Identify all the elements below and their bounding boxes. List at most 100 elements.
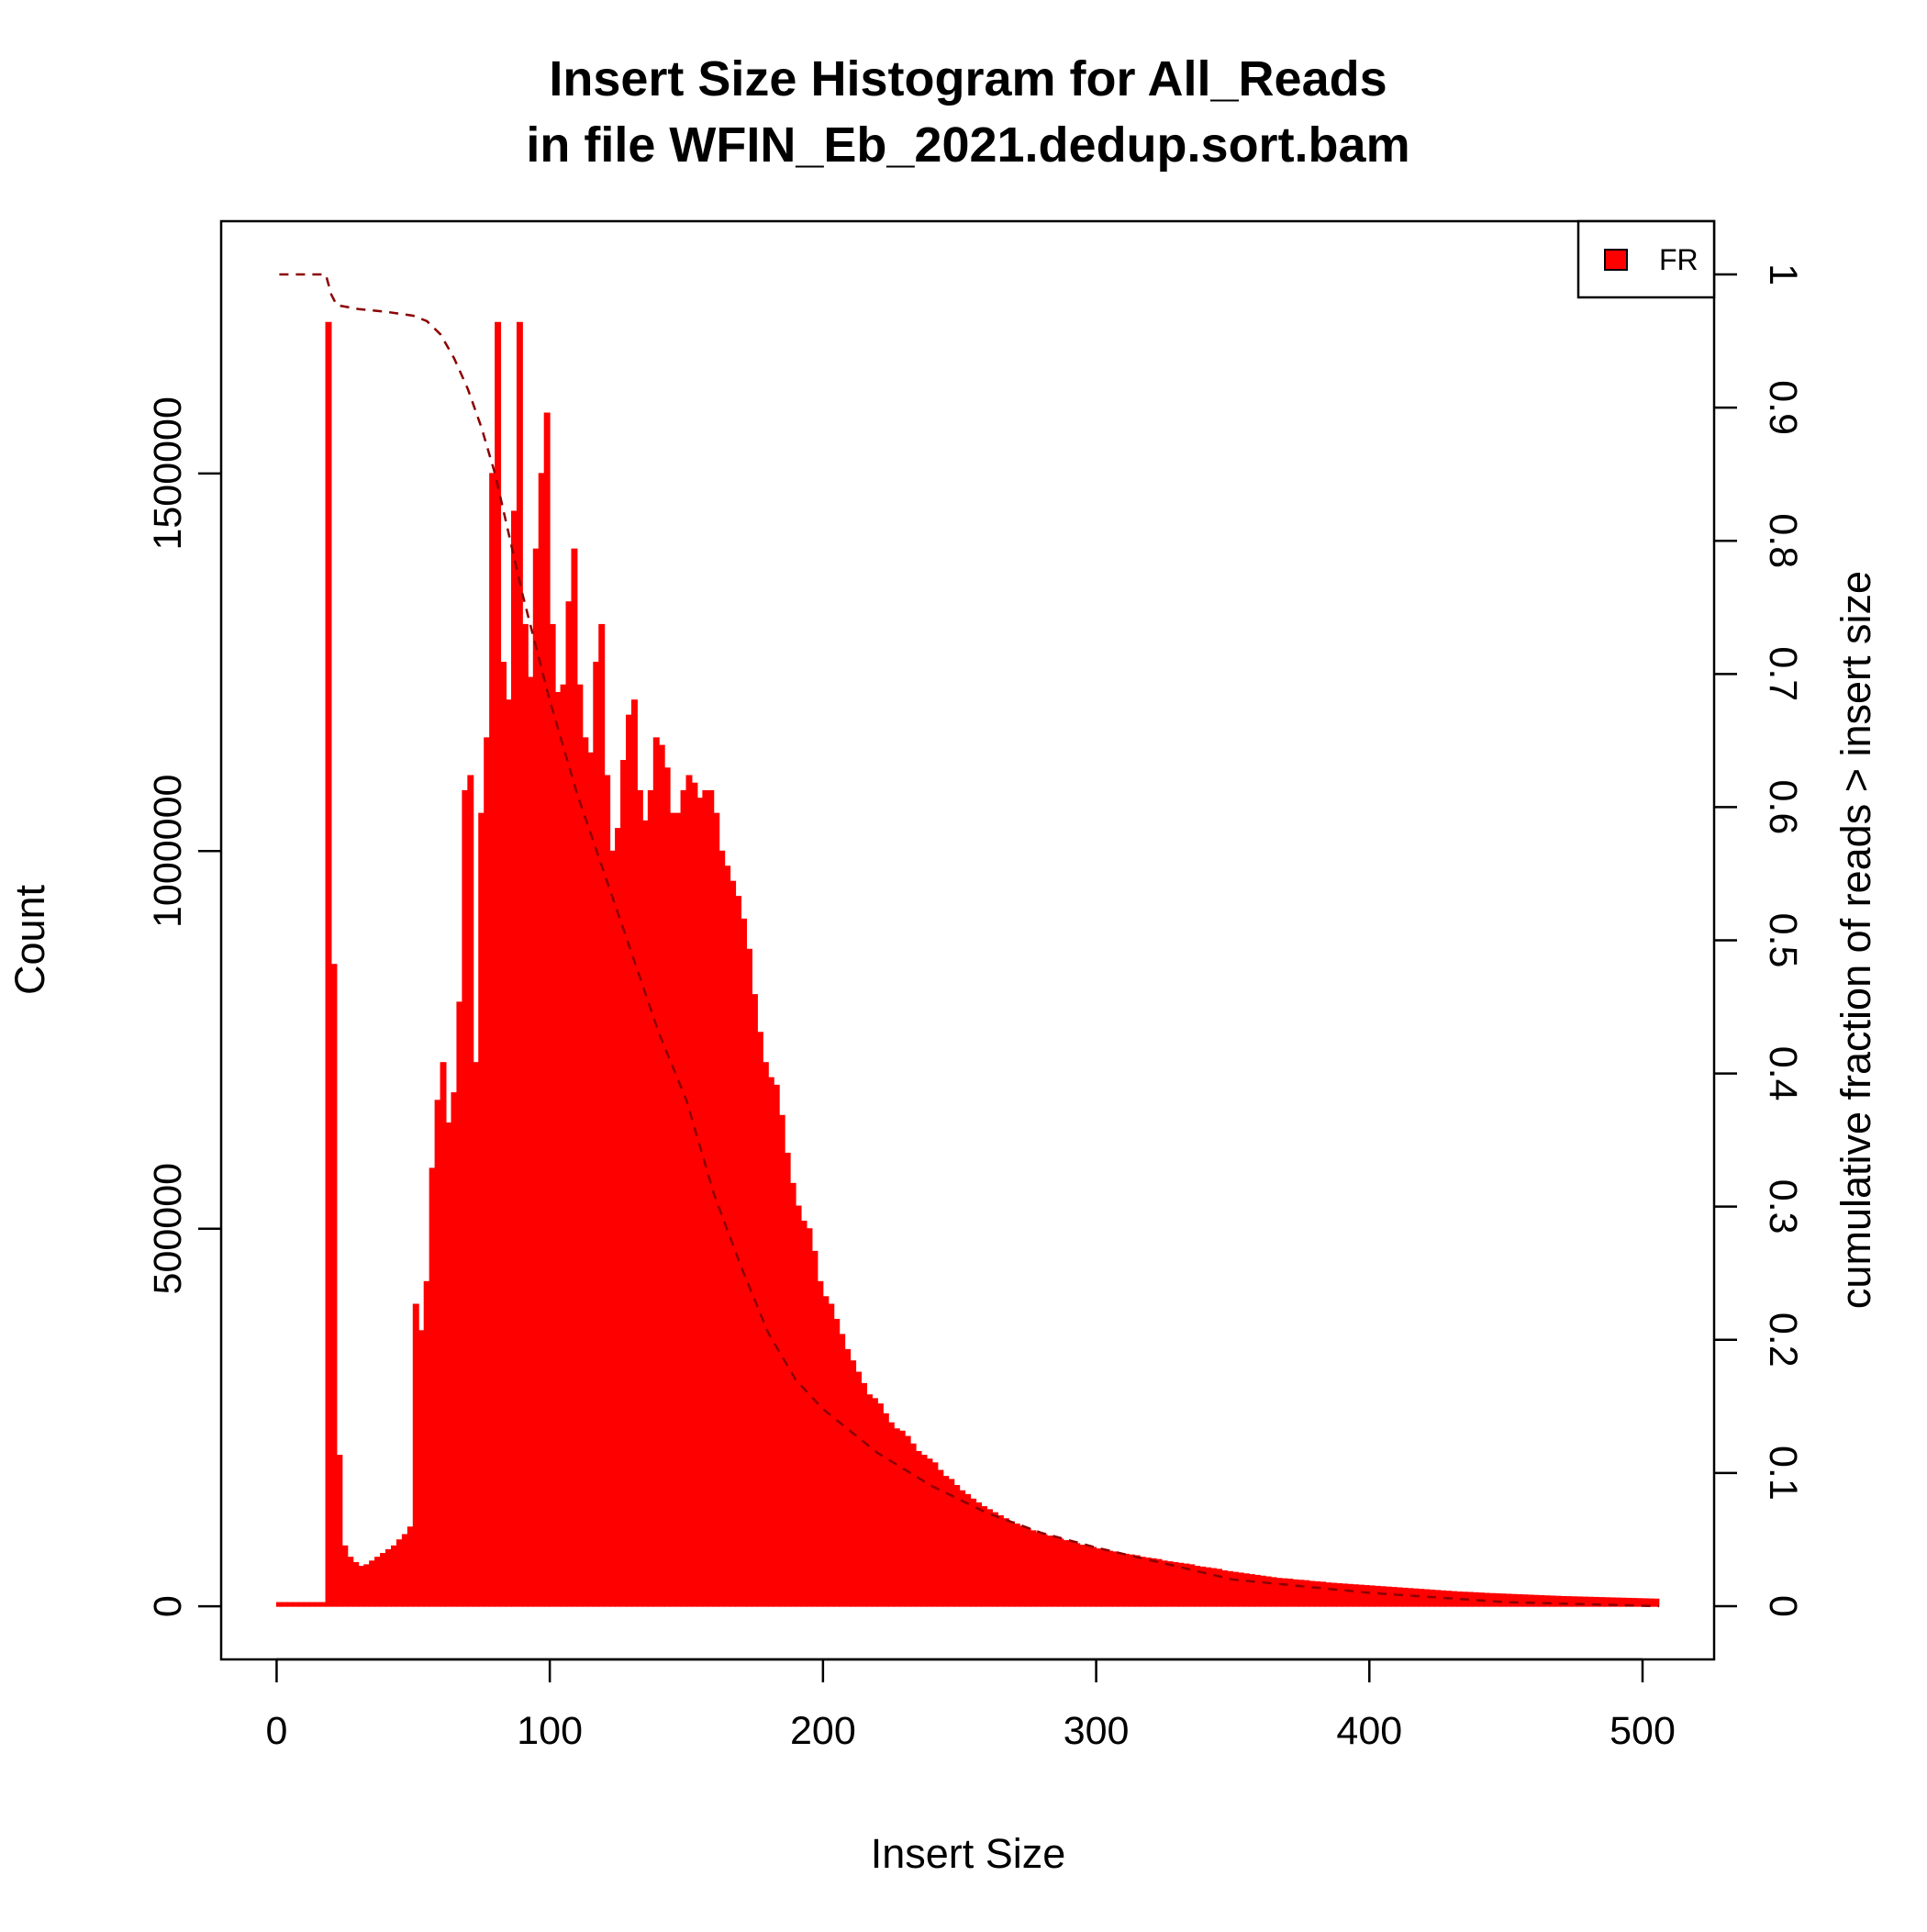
y2-tick-label: 0.4 bbox=[1761, 1046, 1805, 1101]
bar bbox=[1161, 1560, 1168, 1607]
bar bbox=[1363, 1585, 1370, 1607]
bar bbox=[1346, 1583, 1353, 1607]
bar bbox=[1336, 1582, 1343, 1607]
bar bbox=[626, 714, 632, 1607]
bar bbox=[363, 1564, 371, 1607]
bar bbox=[1259, 1575, 1266, 1607]
bar bbox=[1516, 1593, 1523, 1607]
bar bbox=[319, 1602, 327, 1607]
bar bbox=[1024, 1527, 1031, 1607]
bar bbox=[395, 1539, 403, 1607]
bar bbox=[330, 964, 338, 1607]
bar bbox=[915, 1450, 922, 1607]
bar bbox=[1002, 1518, 1009, 1607]
bar bbox=[532, 548, 540, 1607]
bar bbox=[1412, 1588, 1420, 1607]
chart-title: in file WFIN_Eb_2021.dedup.sort.bam bbox=[526, 117, 1409, 173]
bar bbox=[920, 1455, 928, 1607]
bar bbox=[1122, 1553, 1130, 1607]
bar bbox=[1510, 1593, 1518, 1607]
y2-tick-label: 1 bbox=[1761, 263, 1805, 285]
bar bbox=[1390, 1587, 1398, 1607]
bar bbox=[713, 812, 720, 1607]
bar bbox=[696, 798, 704, 1607]
bar bbox=[1418, 1589, 1425, 1607]
bar bbox=[521, 623, 529, 1607]
bar bbox=[641, 820, 649, 1607]
legend-box bbox=[1576, 219, 1716, 299]
bar bbox=[576, 684, 584, 1607]
bar bbox=[478, 812, 485, 1607]
bar bbox=[1221, 1569, 1228, 1607]
y2-axis-label: cumulative fraction of reads > insert si… bbox=[1832, 571, 1879, 1309]
bar bbox=[1166, 1561, 1174, 1607]
bar bbox=[445, 1122, 452, 1607]
bar bbox=[495, 321, 502, 1607]
bar bbox=[281, 1602, 288, 1607]
bar bbox=[1052, 1536, 1059, 1607]
bar bbox=[702, 789, 709, 1607]
bar bbox=[822, 1296, 830, 1607]
y2-tick-label: 0.9 bbox=[1761, 380, 1805, 435]
bar bbox=[1139, 1557, 1146, 1607]
bar bbox=[861, 1382, 867, 1607]
bar bbox=[811, 1250, 819, 1607]
x-tick-label: 100 bbox=[517, 1709, 583, 1753]
bar bbox=[407, 1526, 414, 1607]
y2-tick-label: 0.5 bbox=[1761, 913, 1805, 968]
bar bbox=[1653, 1598, 1660, 1607]
bar bbox=[462, 789, 469, 1607]
bar bbox=[986, 1509, 993, 1607]
bar bbox=[669, 812, 676, 1607]
bar bbox=[286, 1602, 294, 1607]
bar bbox=[1133, 1555, 1141, 1607]
bar bbox=[500, 662, 507, 1607]
bar bbox=[1275, 1578, 1283, 1607]
bar bbox=[647, 789, 654, 1607]
bar bbox=[1292, 1579, 1299, 1607]
bar bbox=[1035, 1532, 1042, 1607]
bar bbox=[456, 1001, 463, 1607]
x-axis-label: Insert Size bbox=[871, 1830, 1066, 1877]
bar bbox=[1499, 1593, 1507, 1607]
bar bbox=[587, 752, 595, 1607]
bar bbox=[1331, 1582, 1338, 1607]
bar bbox=[991, 1512, 998, 1607]
bar bbox=[571, 548, 578, 1607]
bar bbox=[718, 850, 726, 1607]
bar bbox=[746, 948, 752, 1607]
bar bbox=[620, 760, 628, 1607]
x-tick-label: 0 bbox=[265, 1709, 287, 1753]
bar bbox=[942, 1476, 950, 1607]
bar bbox=[937, 1469, 944, 1607]
bar bbox=[1368, 1585, 1376, 1607]
bar bbox=[865, 1394, 873, 1607]
bar bbox=[850, 1360, 857, 1607]
bar bbox=[292, 1602, 299, 1607]
bar bbox=[876, 1403, 884, 1607]
bar bbox=[1090, 1547, 1097, 1607]
bar bbox=[593, 662, 600, 1607]
bar bbox=[1379, 1586, 1387, 1607]
bar bbox=[784, 1152, 791, 1607]
y2-tick-label: 0 bbox=[1761, 1595, 1805, 1617]
bar bbox=[1150, 1558, 1157, 1607]
bar bbox=[467, 775, 474, 1607]
bar bbox=[314, 1602, 321, 1607]
bar bbox=[1505, 1593, 1512, 1607]
y-tick-label: 1500000 bbox=[146, 396, 190, 550]
bar bbox=[1352, 1584, 1359, 1607]
y-tick-label: 0 bbox=[146, 1595, 190, 1617]
bar bbox=[839, 1334, 846, 1607]
y-tick-label: 500000 bbox=[146, 1163, 190, 1295]
x-tick-label: 500 bbox=[1610, 1709, 1676, 1753]
bar bbox=[352, 1561, 360, 1607]
bar bbox=[582, 737, 589, 1607]
bar bbox=[1385, 1586, 1392, 1607]
bar bbox=[554, 691, 562, 1607]
bar bbox=[418, 1330, 425, 1607]
bar bbox=[1303, 1580, 1310, 1607]
bar bbox=[1538, 1594, 1545, 1607]
bar bbox=[473, 1062, 480, 1607]
